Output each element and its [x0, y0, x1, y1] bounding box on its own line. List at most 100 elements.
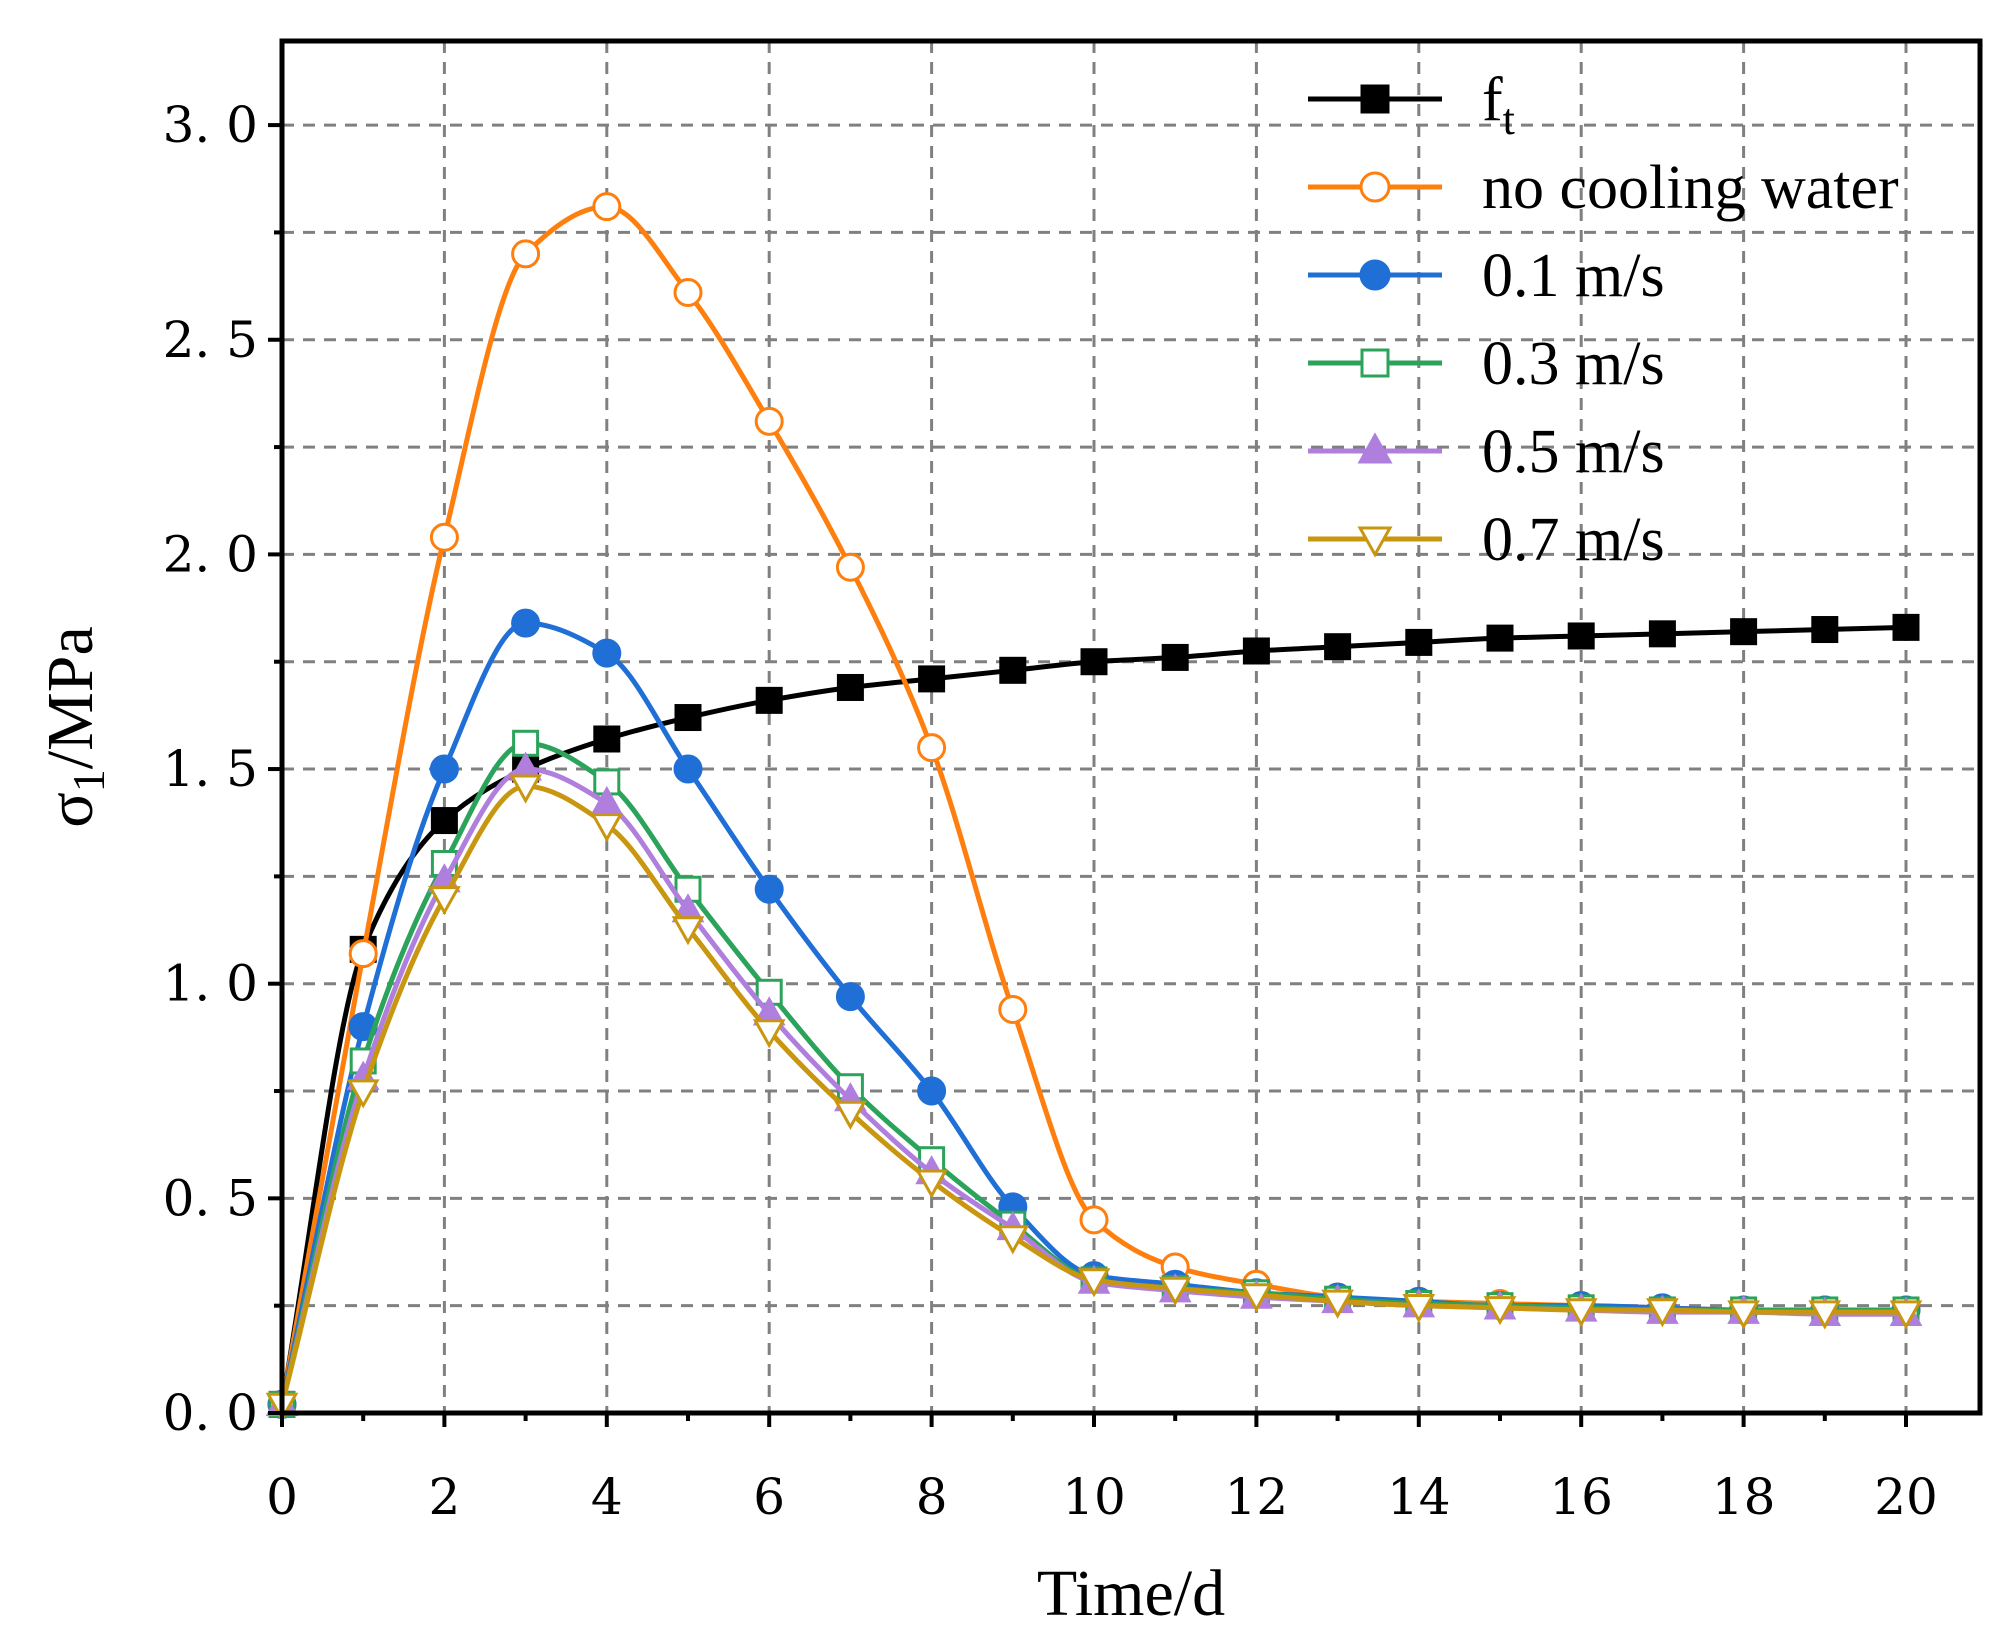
data-point — [511, 239, 541, 269]
y-axis-title-base: σ — [34, 792, 107, 828]
x-tick-label: 12 — [1225, 1468, 1289, 1526]
data-point — [1324, 633, 1352, 661]
data-point — [1077, 1268, 1111, 1298]
x-tick-label: 10 — [1062, 1468, 1126, 1526]
data-point — [1564, 1298, 1598, 1328]
data-point — [999, 656, 1027, 684]
data-point — [1483, 1296, 1517, 1326]
legend-label-sub: t — [1503, 95, 1515, 144]
data-point — [429, 754, 459, 784]
x-tick-label: 0 — [266, 1468, 298, 1526]
legend-label: no cooling water — [1482, 154, 1899, 222]
data-point — [1240, 1283, 1273, 1313]
legend-label-text: 0.5 m/s — [1482, 418, 1665, 486]
data-point — [593, 725, 621, 753]
legend-label-text: 0.7 m/s — [1482, 506, 1665, 574]
legend-label: 0.1 m/s — [1482, 242, 1665, 310]
data-point — [1889, 1300, 1923, 1330]
data-point — [429, 522, 459, 552]
y-tick-label: 2. 0 — [163, 525, 258, 583]
data-point — [1405, 628, 1433, 656]
data-point — [917, 1076, 947, 1106]
data-point — [1321, 1289, 1354, 1319]
legend: ft no cooling water 0.1 m/s 0.3 m/s 0.5 m/s 0… — [1308, 66, 1899, 574]
data-point — [835, 552, 865, 582]
y-tick-label: 3. 0 — [163, 96, 258, 154]
data-point — [1730, 618, 1758, 646]
data-point — [918, 665, 946, 693]
data-point — [1808, 1300, 1842, 1330]
legend-label-text: f — [1482, 66, 1503, 134]
legend-label: 0.7 m/s — [1482, 506, 1665, 574]
tick-labels: 0 2 4 6 8 10 12 14 16 18 20 0. 0 0. 5 1. 0 1. 5 2. 0 2. … — [163, 96, 1938, 1526]
data-point — [671, 916, 705, 946]
data-point — [1158, 1276, 1192, 1306]
legend-label-text: 0.1 m/s — [1482, 242, 1665, 310]
legend-entry-3: 0.3 m/s — [1308, 330, 1665, 398]
axis-ticks — [268, 123, 1908, 1427]
data-point — [755, 686, 783, 714]
data-point — [1892, 613, 1920, 641]
data-point — [836, 673, 864, 701]
data-point — [590, 813, 624, 843]
legend-entry-0: ft — [1308, 66, 1515, 144]
data-point — [1161, 643, 1189, 671]
data-point — [1242, 637, 1270, 665]
legend-label: 0.5 m/s — [1482, 418, 1665, 486]
data-point — [511, 608, 541, 638]
legend-marker — [1360, 84, 1390, 114]
legend-marker — [1357, 432, 1393, 464]
data-point — [1080, 648, 1108, 676]
series-0 — [268, 613, 1920, 1418]
data-point — [1402, 1293, 1436, 1324]
series-layer — [265, 192, 1923, 1422]
data-point — [752, 1019, 786, 1049]
x-axis-title: Time/d — [1037, 1557, 1225, 1630]
legend-entry-5: 0.7 m/s — [1308, 506, 1665, 574]
data-point — [1648, 620, 1676, 648]
y-axis-title: σ1/MPa — [34, 626, 114, 828]
y-axis-title-rest: /MPa — [34, 626, 107, 769]
legend-entry-4: 0.5 m/s — [1308, 418, 1665, 486]
y-tick-label: 2. 5 — [163, 311, 258, 369]
y-tick-label: 0. 0 — [163, 1384, 258, 1442]
data-point — [428, 886, 461, 916]
series-5 — [265, 774, 1923, 1422]
data-point — [1567, 622, 1595, 650]
data-point — [674, 704, 702, 732]
x-tick-label: 2 — [428, 1468, 460, 1526]
x-tick-label: 16 — [1549, 1468, 1613, 1526]
x-tick-label: 6 — [753, 1468, 785, 1526]
legend-label-text: 0.3 m/s — [1482, 330, 1665, 398]
data-point — [1646, 1298, 1679, 1328]
y-tick-label: 1. 5 — [163, 740, 258, 798]
y-axis-title-sub: 1 — [63, 769, 114, 792]
x-tick-label: 18 — [1712, 1468, 1776, 1526]
data-point — [996, 1225, 1030, 1255]
data-point — [673, 278, 703, 308]
legend-label-text: no cooling water — [1482, 154, 1899, 222]
data-point — [1727, 1300, 1760, 1330]
data-point — [834, 1100, 867, 1130]
data-point — [835, 982, 865, 1012]
data-point — [430, 807, 458, 835]
data-point — [1811, 616, 1839, 644]
legend-marker — [1359, 259, 1391, 291]
data-point — [1486, 624, 1514, 652]
series-4 — [265, 751, 1923, 1417]
legend-marker — [1357, 526, 1393, 558]
data-point — [509, 774, 542, 804]
legend-marker — [1360, 348, 1390, 378]
legend-entry-1: no cooling water — [1308, 154, 1899, 222]
x-tick-label: 14 — [1387, 1468, 1451, 1526]
data-point — [592, 638, 622, 668]
legend-label: ft — [1482, 66, 1515, 144]
x-tick-label: 20 — [1874, 1468, 1938, 1526]
series-line — [279, 624, 1907, 1405]
x-tick-label: 4 — [591, 1468, 623, 1526]
legend-marker — [1359, 171, 1391, 203]
data-point — [917, 733, 947, 763]
plot-frame — [279, 38, 1983, 1416]
data-point — [592, 192, 622, 222]
